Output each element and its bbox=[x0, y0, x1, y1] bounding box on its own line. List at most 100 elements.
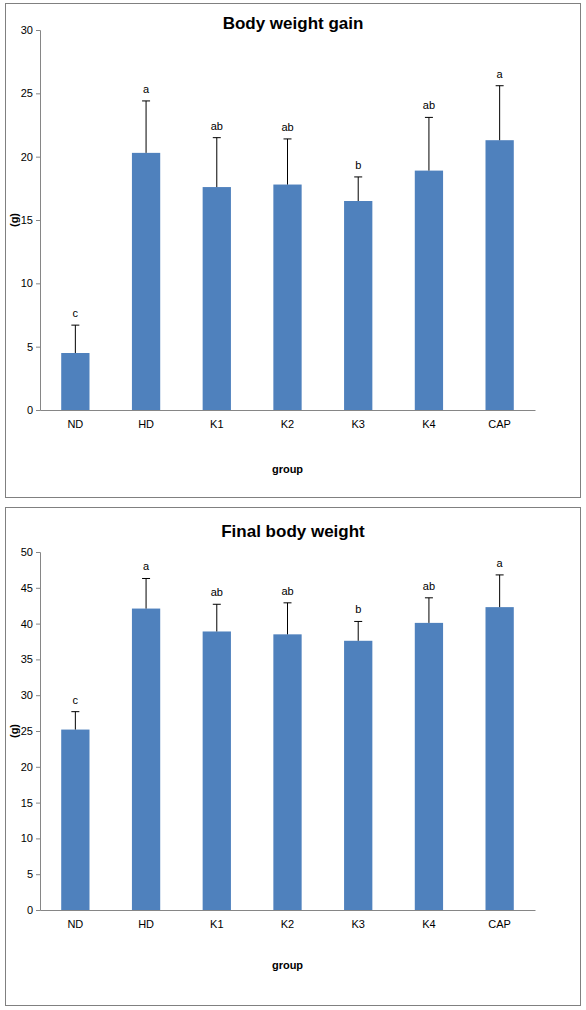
x-tick-label: ND bbox=[67, 418, 83, 430]
error-bar-cap bbox=[213, 604, 221, 605]
error-bar-stem bbox=[358, 177, 359, 201]
y-tick-label: 15 bbox=[21, 214, 33, 226]
y-tick-mark bbox=[36, 30, 40, 31]
y-tick-label: 20 bbox=[21, 151, 33, 163]
x-tick: K4 bbox=[422, 918, 435, 930]
y-tick-label: 5 bbox=[27, 341, 33, 353]
error-bar-cap bbox=[425, 597, 433, 598]
significance-letter: a bbox=[143, 83, 150, 95]
error-bar-stem bbox=[428, 598, 429, 623]
y-tick-mark bbox=[36, 874, 40, 875]
y-axis-title: (g) bbox=[8, 724, 20, 738]
error-bar-cap bbox=[213, 137, 221, 138]
y-tick-label: 0 bbox=[27, 404, 33, 416]
y-tick: 10 bbox=[21, 832, 40, 844]
error-bar-stem bbox=[75, 325, 76, 353]
y-tick-mark bbox=[36, 838, 40, 839]
y-tick: 40 bbox=[21, 618, 40, 630]
error-bar-cap bbox=[71, 325, 79, 326]
y-tick-mark bbox=[36, 157, 40, 158]
significance-letter: c bbox=[73, 694, 79, 706]
plot-area bbox=[61, 86, 514, 410]
y-tick-mark bbox=[36, 283, 40, 284]
error-bar-stem bbox=[428, 117, 429, 170]
y-tick-label: 25 bbox=[21, 725, 33, 737]
error-bar bbox=[213, 138, 221, 187]
bar bbox=[132, 609, 160, 910]
y-tick: 30 bbox=[21, 24, 40, 36]
y-tick: 45 bbox=[21, 582, 40, 594]
error-bar-cap bbox=[142, 100, 150, 101]
bar bbox=[486, 607, 514, 910]
x-tick-label: CAP bbox=[488, 918, 511, 930]
y-tick-label: 20 bbox=[21, 761, 33, 773]
y-tick-mark bbox=[36, 910, 40, 911]
error-bar-cap bbox=[496, 574, 504, 575]
error-bar-stem bbox=[146, 578, 147, 608]
error-bar bbox=[71, 325, 79, 353]
y-tick-mark bbox=[36, 93, 40, 94]
x-tick-label: ND bbox=[67, 918, 83, 930]
x-tick-label: HD bbox=[138, 418, 154, 430]
y-tick: 15 bbox=[21, 214, 40, 226]
significance-letter: ab bbox=[281, 121, 293, 133]
error-bar-stem bbox=[287, 603, 288, 635]
error-bar-stem bbox=[216, 138, 217, 187]
figure: Body weight gain051015202530NDHDK1K2K3K4… bbox=[0, 0, 586, 1010]
error-bar bbox=[496, 86, 504, 140]
bar bbox=[344, 641, 372, 910]
y-tick: 20 bbox=[21, 761, 40, 773]
error-bar-stem bbox=[216, 604, 217, 631]
chart-frame bbox=[6, 508, 581, 1006]
error-bar-cap bbox=[284, 602, 292, 603]
significance-letter: c bbox=[73, 307, 79, 319]
error-bar-stem bbox=[499, 575, 500, 607]
y-tick-mark bbox=[36, 410, 40, 411]
significance-letter: a bbox=[497, 68, 504, 80]
chart: Body weight gain051015202530NDHDK1K2K3K4… bbox=[6, 4, 581, 498]
y-tick-mark bbox=[36, 731, 40, 732]
bar bbox=[132, 153, 160, 410]
y-tick-label: 10 bbox=[21, 832, 33, 844]
y-tick-mark bbox=[36, 552, 40, 553]
y-tick-mark bbox=[36, 803, 40, 804]
x-tick-label: K3 bbox=[351, 418, 364, 430]
significance-letter: a bbox=[497, 557, 504, 569]
error-bar bbox=[354, 177, 362, 201]
x-axis: NDHDK1K2K3K4CAP bbox=[41, 911, 536, 930]
bar bbox=[61, 353, 89, 410]
error-bar-cap bbox=[354, 176, 362, 177]
x-axis-line bbox=[41, 910, 536, 911]
x-axis-line bbox=[41, 410, 536, 411]
x-tick-label: HD bbox=[138, 918, 154, 930]
error-bar bbox=[425, 117, 433, 170]
error-bar bbox=[425, 598, 433, 623]
bar bbox=[61, 730, 89, 910]
error-bar-stem bbox=[146, 101, 147, 153]
error-bar-cap bbox=[71, 711, 79, 712]
x-tick: ND bbox=[67, 918, 83, 930]
error-bar-stem bbox=[287, 139, 288, 185]
x-tick-label: CAP bbox=[488, 418, 511, 430]
y-tick: 35 bbox=[21, 653, 40, 665]
y-tick-label: 30 bbox=[21, 24, 33, 36]
x-tick-label: K1 bbox=[210, 918, 223, 930]
chart-frame bbox=[6, 4, 581, 498]
error-bar-cap bbox=[142, 578, 150, 579]
x-tick: K1 bbox=[210, 918, 223, 930]
error-bar-stem bbox=[499, 86, 500, 140]
error-bar bbox=[284, 139, 292, 185]
error-bar-stem bbox=[75, 712, 76, 730]
y-tick-label: 0 bbox=[27, 904, 33, 916]
x-tick: K3 bbox=[351, 918, 364, 930]
x-tick: ND bbox=[67, 418, 83, 430]
y-tick-mark bbox=[36, 767, 40, 768]
x-tick-label: K4 bbox=[422, 918, 435, 930]
x-tick-label: K2 bbox=[281, 418, 294, 430]
y-axis-line bbox=[36, 553, 41, 911]
bar bbox=[486, 140, 514, 410]
y-tick: 15 bbox=[21, 797, 40, 809]
chart: Final body weight05101520253035404550NDH… bbox=[6, 508, 581, 1006]
bar bbox=[273, 634, 301, 910]
y-tick: 20 bbox=[21, 151, 40, 163]
